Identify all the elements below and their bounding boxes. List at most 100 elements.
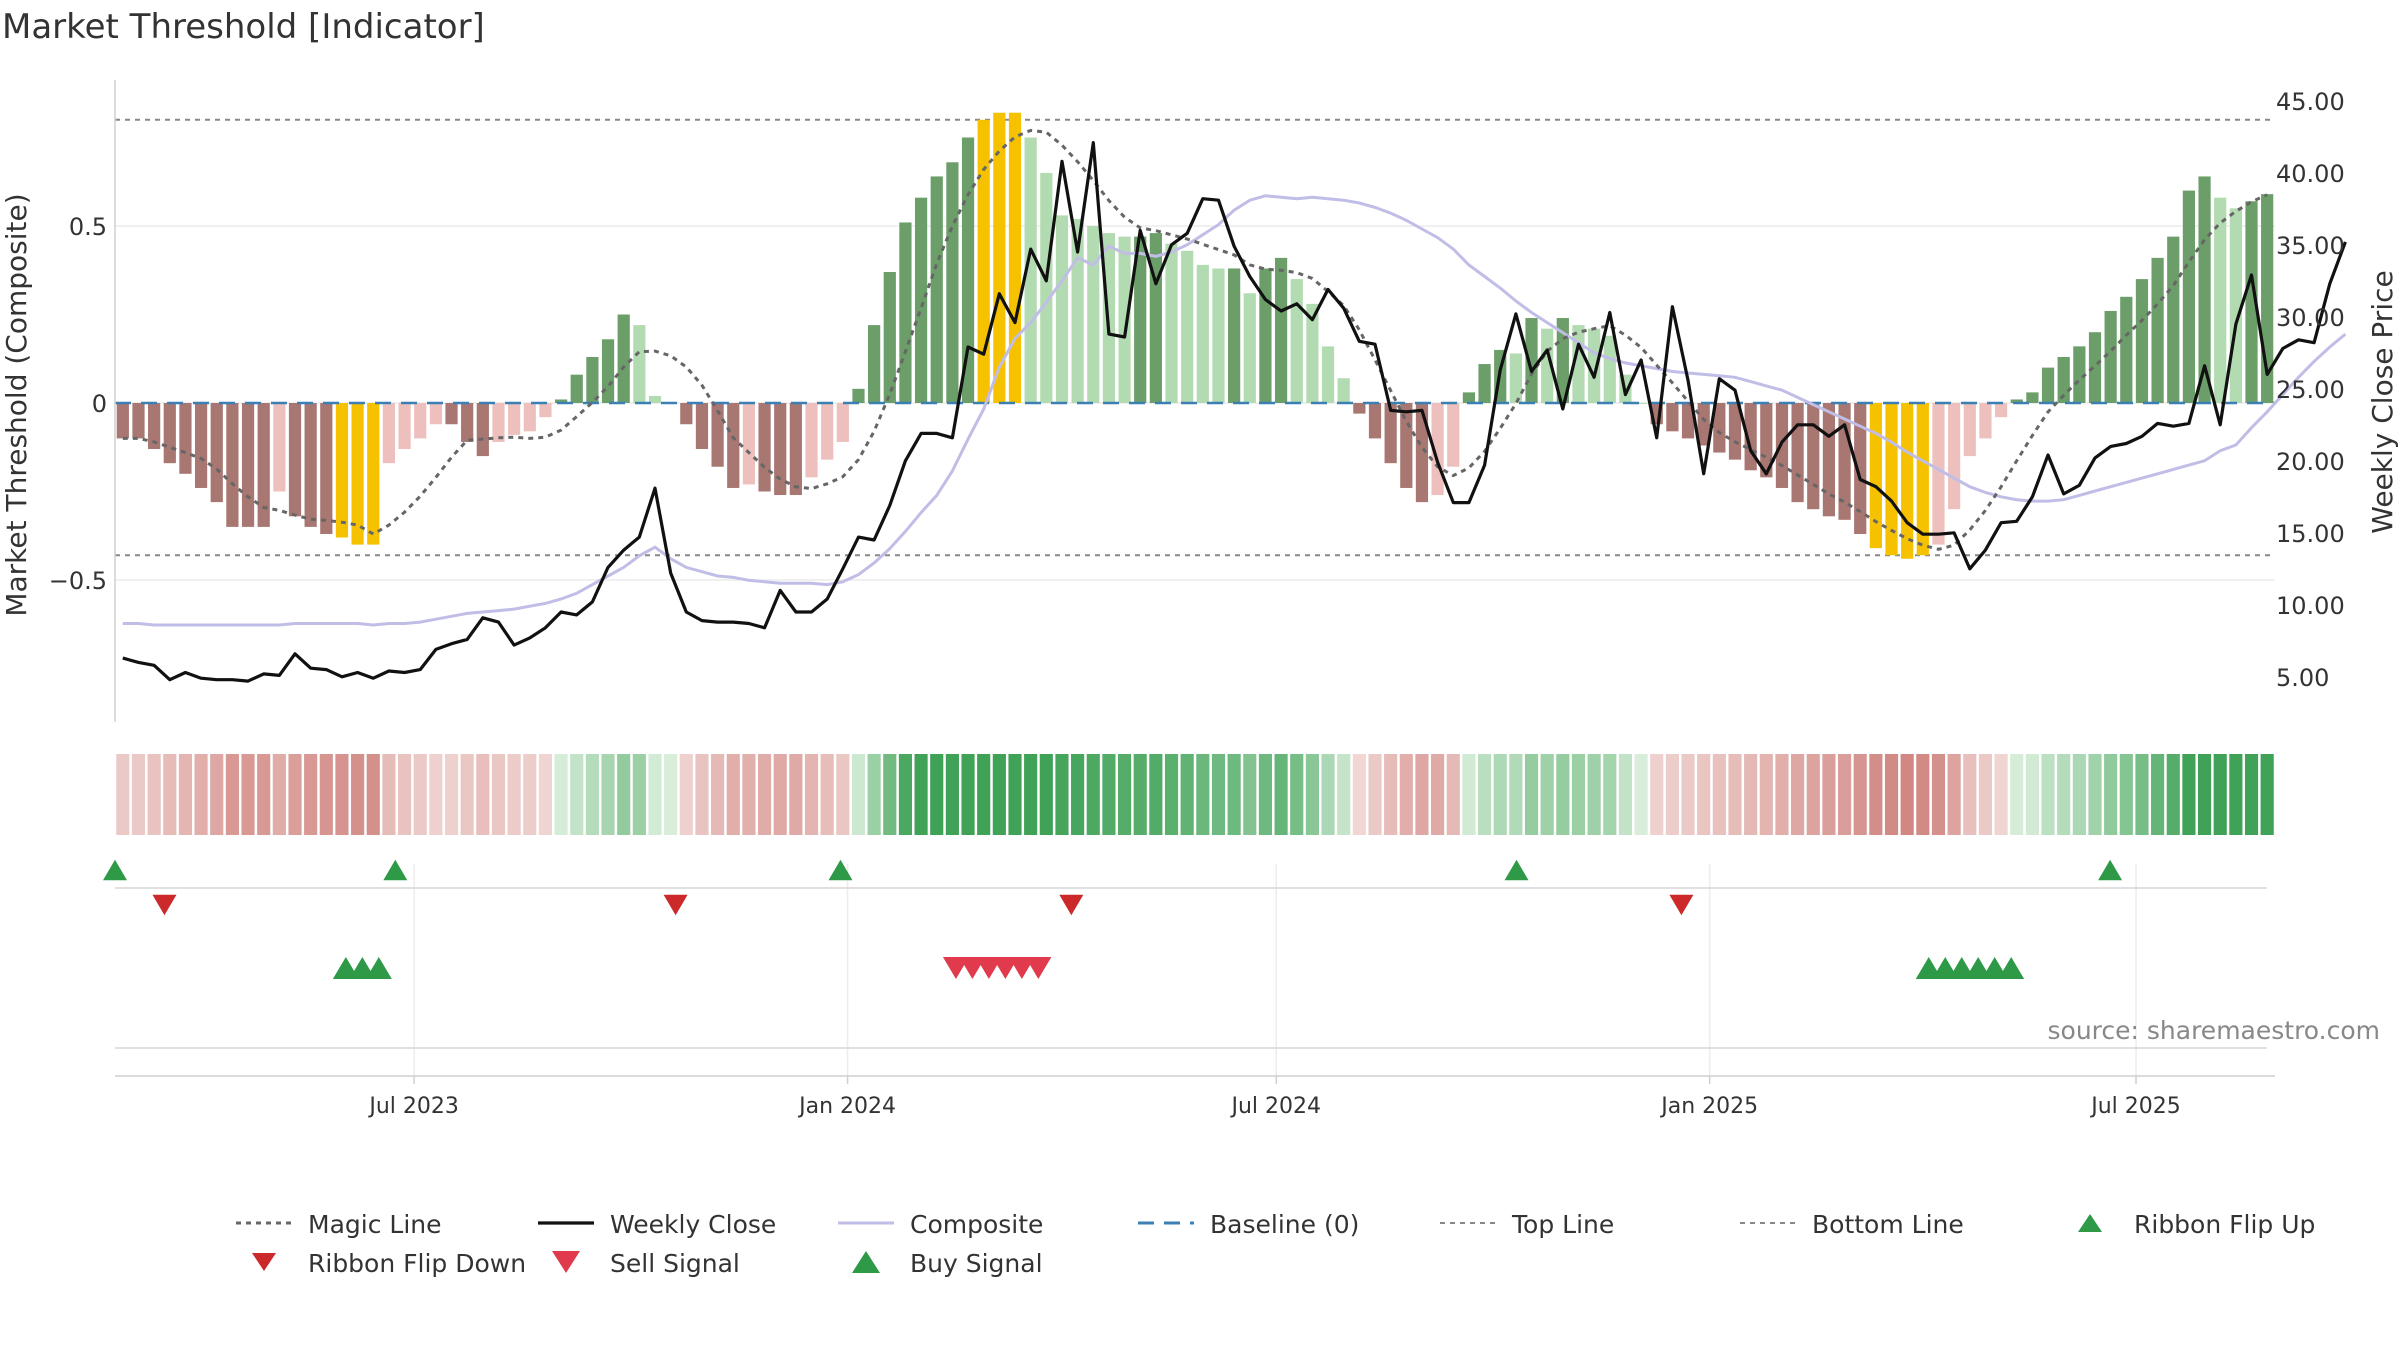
axes: 0.5 0 −0.5 45.00 40.00 35.00 30.00 25.00 20.00 15…: [49, 80, 2345, 722]
composite-bar: [2041, 367, 2055, 403]
legend-item: Buy Signal: [852, 1249, 1043, 1278]
ribbon-cell: [1321, 754, 1335, 835]
composite-bar: [727, 403, 740, 488]
legend-item: Weekly Close: [538, 1210, 776, 1239]
x-tick-label: Jul 2023: [367, 1094, 459, 1119]
ribbon-cell: [1994, 754, 2008, 835]
ribbon-cell: [382, 754, 396, 835]
composite-bar: [1212, 268, 1225, 403]
legend-label: Baseline (0): [1210, 1210, 1359, 1239]
sell-signal-marker: [959, 956, 986, 980]
y-left-axis-title: Market Threshold (Composite): [0, 193, 33, 616]
ribbon-cell: [1712, 754, 1726, 835]
ribbon-cell: [241, 754, 255, 835]
ribbon-cell: [773, 754, 787, 835]
ribbon-cell: [2010, 754, 2024, 835]
legend-item: Sell Signal: [552, 1249, 740, 1278]
ribbon-cell: [1462, 754, 1476, 835]
ribbon-cell: [1759, 754, 1773, 835]
ribbon-cell: [1352, 754, 1366, 835]
ribbon-cell: [1571, 754, 1586, 835]
composite-bar: [179, 403, 192, 474]
buy-signal-marker: [1932, 956, 1959, 980]
x-tick-label: Jan 2025: [1659, 1094, 1758, 1119]
ribbon-cell: [1587, 754, 1601, 835]
composite-bar: [2135, 279, 2149, 403]
composite-bar: [273, 403, 286, 492]
ribbon-cell: [1227, 754, 1241, 835]
legend-item: Ribbon Flip Up: [2078, 1210, 2315, 1239]
ribbon-cell: [1431, 754, 1445, 835]
ribbon-cell: [2135, 754, 2149, 835]
ribbon-cell: [1211, 754, 1226, 835]
ribbon-cell: [413, 754, 427, 835]
ribbon-cell: [225, 754, 239, 835]
composite-bar: [2057, 356, 2070, 403]
ribbon-cell: [1102, 754, 1116, 835]
ribbon-cell: [444, 754, 459, 835]
ribbon-cell: [930, 754, 944, 835]
composite-bar: [508, 403, 521, 435]
sell-signal-marker: [992, 956, 1019, 980]
composite-bar: [210, 403, 223, 503]
ribbon-cell: [1775, 754, 1789, 835]
y-right-tick-label: 25.00: [2276, 376, 2345, 404]
ribbon-cell: [1509, 754, 1523, 835]
composite-bar: [899, 222, 912, 403]
ribbon-cell: [1399, 754, 1413, 835]
ribbon-cell: [1884, 754, 1899, 835]
ribbon-cell: [1603, 754, 1617, 835]
composite-bar: [2245, 201, 2258, 403]
composite-bar: [836, 403, 849, 442]
composite-bar: [539, 403, 552, 418]
composite-bar: [789, 403, 802, 496]
composite-bar: [1760, 403, 1773, 478]
composite-bar: [1290, 279, 1303, 403]
legend-item: Top Line: [1440, 1210, 1614, 1239]
composite-bar: [695, 403, 709, 450]
ribbon-cell: [1618, 754, 1633, 835]
legend-label: Ribbon Flip Up: [2134, 1210, 2315, 1239]
composite-bar: [1979, 403, 1992, 439]
ribbon-cell: [1415, 754, 1429, 835]
composite-bar: [476, 403, 489, 457]
buy-signal-marker: [1965, 956, 1992, 980]
composite-bar: [1478, 364, 1491, 403]
composite-bar: [194, 403, 208, 488]
composite-bar: [774, 403, 787, 496]
composite-bar: [492, 403, 505, 442]
legend-swatch: [252, 1253, 276, 1271]
ribbon-cell: [1086, 754, 1100, 835]
ribbon-flip-up-marker: [2098, 859, 2123, 881]
ribbon-cell: [961, 754, 975, 835]
ribbon-cell: [194, 754, 208, 835]
ribbon-strip: [116, 754, 2274, 835]
composite-bar: [1040, 172, 1053, 403]
ribbon-cell: [1556, 754, 1570, 835]
ribbon-cell: [2025, 754, 2039, 835]
ribbon-cell: [1963, 754, 1977, 835]
ribbon-cell: [2119, 754, 2133, 835]
composite-bar: [1807, 403, 1820, 510]
composite-bar: [1321, 346, 1335, 403]
ribbon-flip-up-marker: [1504, 859, 1529, 881]
composite-bar: [382, 403, 396, 464]
ribbon-cell: [757, 754, 772, 835]
composite-bar: [930, 176, 943, 403]
buy-signal-marker: [1981, 956, 2008, 980]
ribbon-cell: [2260, 754, 2274, 835]
composite-bar: [1791, 403, 1804, 503]
y-right-tick-label: 10.00: [2276, 592, 2345, 620]
composite-bar: [758, 403, 771, 492]
legend-swatch: [552, 1251, 580, 1273]
ribbon-cell: [898, 754, 913, 835]
composite-bar: [1306, 303, 1319, 403]
ribbon-cell: [679, 754, 693, 835]
ribbon-cell: [570, 754, 584, 835]
composite-bar: [1337, 378, 1350, 403]
legend-item: Baseline (0): [1138, 1210, 1359, 1239]
composite-bar: [163, 403, 176, 464]
composite-bar: [1181, 250, 1194, 403]
grid: [115, 225, 2275, 1076]
sell-signal-marker: [975, 956, 1002, 980]
